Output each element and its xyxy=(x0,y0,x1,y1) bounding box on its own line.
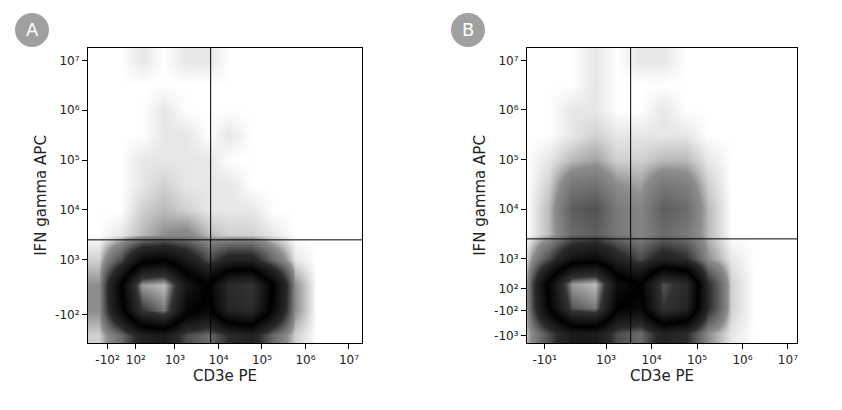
svg-text:10⁷: 10⁷ xyxy=(498,54,518,68)
svg-text:IFN gamma APC: IFN gamma APC xyxy=(32,135,50,256)
svg-text:10⁶: 10⁶ xyxy=(295,353,315,367)
svg-text:CD3e PE: CD3e PE xyxy=(193,367,257,385)
svg-text:-10³: -10³ xyxy=(494,329,519,343)
svg-text:CD3e PE: CD3e PE xyxy=(630,367,694,385)
svg-text:10³: 10³ xyxy=(498,252,518,266)
svg-text:-10²: -10² xyxy=(55,308,80,322)
svg-text:B: B xyxy=(462,19,474,40)
svg-text:10³: 10³ xyxy=(165,353,185,367)
svg-text:10³: 10³ xyxy=(59,253,79,267)
svg-text:10⁶: 10⁶ xyxy=(498,103,518,117)
svg-text:10²: 10² xyxy=(126,353,146,367)
svg-text:10⁷: 10⁷ xyxy=(778,353,798,367)
svg-text:10⁵: 10⁵ xyxy=(687,353,707,367)
svg-text:-10²: -10² xyxy=(494,304,519,318)
svg-text:10³: 10³ xyxy=(596,353,616,367)
svg-text:10⁵: 10⁵ xyxy=(252,353,272,367)
svg-text:10⁵: 10⁵ xyxy=(498,153,518,167)
svg-text:10⁴: 10⁴ xyxy=(642,353,662,367)
svg-text:-10¹: -10¹ xyxy=(533,353,558,367)
svg-text:10⁷: 10⁷ xyxy=(339,353,359,367)
svg-text:-10²: -10² xyxy=(95,353,120,367)
svg-text:10⁴: 10⁴ xyxy=(59,203,79,217)
svg-text:10⁶: 10⁶ xyxy=(732,353,752,367)
svg-text:10⁴: 10⁴ xyxy=(498,202,518,216)
svg-text:10²: 10² xyxy=(498,282,518,296)
svg-text:10⁶: 10⁶ xyxy=(59,103,79,117)
svg-text:IFN gamma APC: IFN gamma APC xyxy=(471,135,489,256)
svg-text:10⁵: 10⁵ xyxy=(59,153,79,167)
svg-text:10⁴: 10⁴ xyxy=(208,353,228,367)
svg-text:10⁷: 10⁷ xyxy=(59,54,79,68)
svg-text:A: A xyxy=(26,19,39,40)
